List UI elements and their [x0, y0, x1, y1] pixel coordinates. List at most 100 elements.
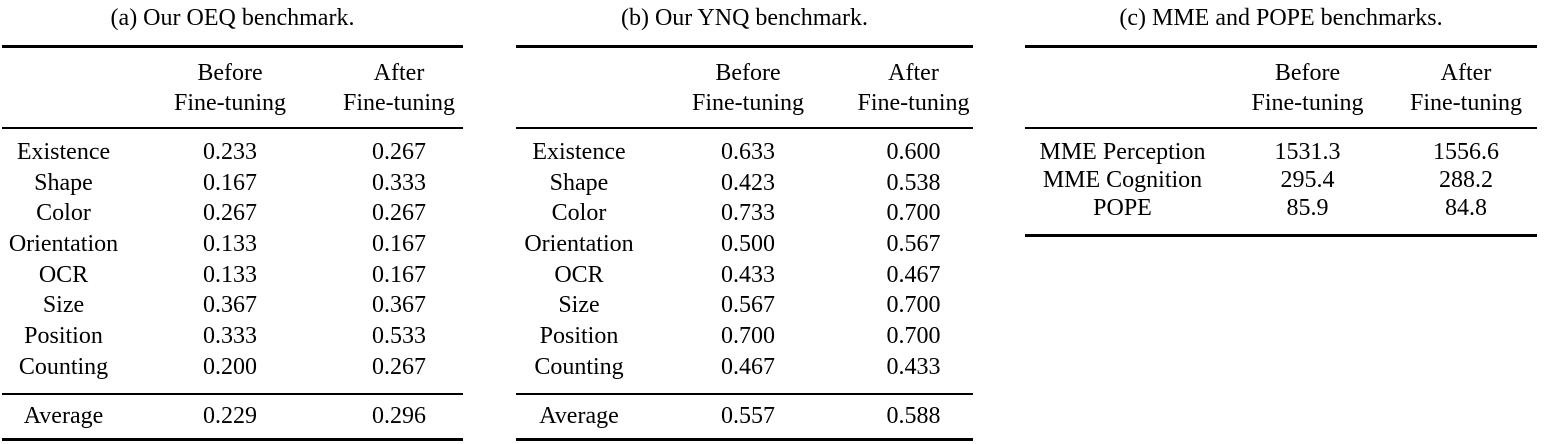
value-before: 1531.3	[1274, 138, 1341, 165]
value-before: 0.167	[203, 169, 257, 196]
value-after: 84.8	[1445, 194, 1487, 221]
value-before: 0.233	[203, 138, 257, 165]
table-row: Size 0.567 0.700	[516, 290, 973, 321]
row-label: Shape	[34, 169, 93, 196]
bottom-rule	[2, 437, 463, 441]
row-label: OCR	[554, 261, 604, 288]
value-before: 85.9	[1286, 194, 1329, 221]
subtable-ynq: (b) Our YNQ benchmark. Before Fine-tunin…	[516, 0, 973, 441]
value-before: 295.4	[1280, 166, 1335, 193]
row-label: MME Cognition	[1042, 166, 1203, 193]
value-after: 0.296	[372, 402, 426, 429]
value-after: 0.267	[372, 138, 426, 165]
value-after: 0.267	[372, 200, 426, 227]
header-line: Fine-tuning	[343, 89, 455, 116]
table-body: Existence 0.633 0.600 Shape 0.423 0.538 …	[516, 129, 973, 393]
row-label: Position	[24, 322, 103, 349]
bottom-rule	[516, 437, 973, 441]
column-header-before: Before Fine-tuning	[1220, 58, 1395, 118]
table-caption: (c) MME and POPE benchmarks.	[1119, 5, 1443, 31]
header-line: Fine-tuning	[857, 89, 970, 116]
row-label: Color	[36, 200, 91, 227]
average-row: Average 0.229 0.296	[2, 402, 463, 431]
row-label: Size	[558, 292, 600, 319]
header-rule	[516, 127, 973, 129]
column-header-after: After Fine-tuning	[1395, 58, 1537, 118]
header-row: Before Fine-tuning After Fine-tuning	[1025, 48, 1537, 127]
value-after: 0.567	[886, 230, 941, 257]
row-label: Existence	[16, 138, 111, 165]
average-rule	[516, 392, 973, 395]
value-before: 0.267	[203, 200, 257, 227]
header-line: Fine-tuning	[1251, 89, 1364, 116]
value-before: 0.567	[721, 292, 775, 319]
header-row: Before Fine-tuning After Fine-tuning	[2, 48, 463, 127]
average-row: Average 0.557 0.588	[516, 402, 973, 431]
column-header-after: After Fine-tuning	[335, 58, 463, 118]
value-after: 288.2	[1439, 166, 1493, 193]
row-label: Shape	[549, 169, 609, 196]
value-after: 0.700	[886, 200, 941, 227]
column-header-before: Before Fine-tuning	[125, 58, 335, 118]
average-rule	[2, 392, 463, 395]
row-label: OCR	[38, 261, 89, 288]
value-after: 0.167	[372, 261, 426, 288]
value-before: 0.733	[721, 200, 775, 227]
subtable-oeq: (a) Our OEQ benchmark. Before Fine-tunin…	[2, 0, 463, 441]
table-row: Color 0.267 0.267	[2, 198, 463, 229]
top-rule	[2, 45, 463, 48]
header-line: Before	[197, 59, 263, 86]
header-line: After	[1440, 59, 1492, 86]
table-row: Orientation 0.133 0.167	[2, 229, 463, 260]
table-row: MME Cognition 295.4 288.2	[1025, 166, 1537, 194]
table-row: OCR 0.433 0.467	[516, 260, 973, 291]
table-caption: (b) Our YNQ benchmark.	[620, 5, 869, 31]
header-line: Before	[1274, 59, 1341, 86]
value-after: 0.267	[372, 353, 426, 380]
value-after: 0.533	[372, 322, 426, 349]
value-after: 0.333	[372, 169, 426, 196]
table-row: Shape 0.423 0.538	[516, 168, 973, 199]
value-before: 0.367	[203, 292, 257, 319]
value-after: 1556.6	[1433, 138, 1499, 165]
column-header-before: Before Fine-tuning	[642, 58, 854, 118]
value-before: 0.557	[721, 402, 775, 429]
row-label: Orientation	[8, 230, 119, 257]
value-before: 0.229	[203, 402, 257, 429]
value-after: 0.367	[372, 292, 426, 319]
table-body: MME Perception 1531.3 1556.6 MME Cogniti…	[1025, 129, 1537, 234]
value-before: 0.633	[721, 138, 775, 165]
row-label: Position	[539, 322, 619, 349]
table-row: Position 0.333 0.533	[2, 321, 463, 352]
table-row: Shape 0.167 0.333	[2, 168, 463, 199]
value-before: 0.133	[203, 230, 257, 257]
row-label: Counting	[534, 353, 624, 380]
header-line: After	[373, 59, 425, 86]
table-row: Orientation 0.500 0.567	[516, 229, 973, 260]
value-before: 0.200	[203, 353, 257, 380]
table-row: OCR 0.133 0.167	[2, 260, 463, 291]
value-before: 0.433	[721, 261, 775, 288]
value-after: 0.600	[886, 138, 941, 165]
row-label: Average	[23, 402, 104, 429]
value-after: 0.700	[886, 322, 941, 349]
row-label: Existence	[532, 138, 626, 165]
top-rule	[1025, 45, 1537, 48]
table-body: Existence 0.233 0.267 Shape 0.167 0.333 …	[2, 129, 463, 393]
table-caption: (a) Our OEQ benchmark.	[110, 5, 355, 31]
table-row: Existence 0.233 0.267	[2, 137, 463, 168]
header-line: Fine-tuning	[1410, 89, 1522, 116]
row-label: Color	[551, 200, 607, 227]
value-after: 0.700	[886, 292, 941, 319]
row-label: Counting	[18, 353, 109, 380]
header-line: After	[888, 59, 939, 86]
value-before: 0.500	[721, 230, 775, 257]
row-label: Orientation	[524, 230, 634, 257]
header-rule	[1025, 127, 1537, 129]
value-after: 0.588	[886, 402, 941, 429]
value-after: 0.467	[886, 261, 941, 288]
row-label: POPE	[1093, 194, 1152, 221]
table-row: Counting 0.200 0.267	[2, 352, 463, 383]
table-row: Color 0.733 0.700	[516, 198, 973, 229]
header-row: Before Fine-tuning After Fine-tuning	[516, 48, 973, 127]
